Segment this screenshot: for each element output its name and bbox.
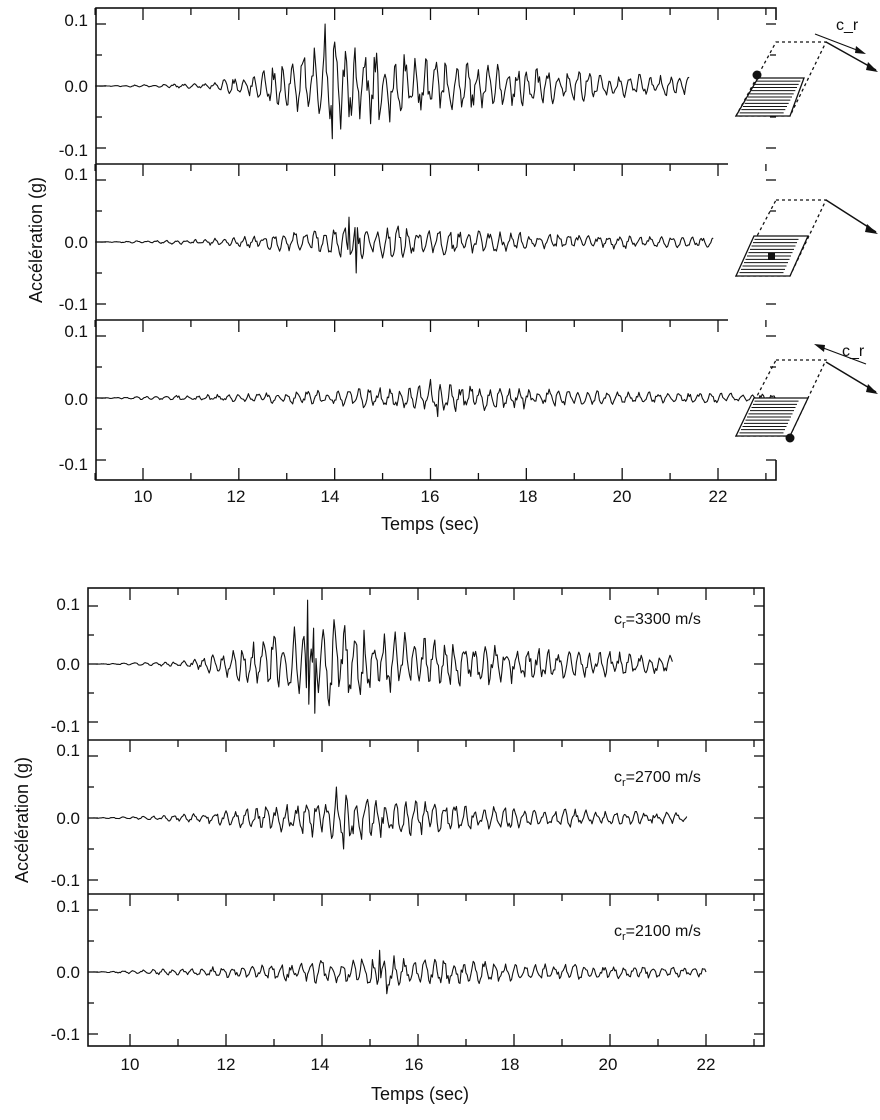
c2-p1-label-sub: r <box>622 619 626 631</box>
inset-3-hatch <box>739 400 799 434</box>
c1-p3-ytick-bot: -0.1 <box>59 455 88 474</box>
trace-series-2 <box>95 216 714 274</box>
trace-series-1 <box>95 23 690 140</box>
c2-p3-label: cr=2100 m/s <box>614 923 701 943</box>
c1-p2-ytick-bot: -0.1 <box>59 295 88 314</box>
chart-2-frame <box>87 587 765 1047</box>
c2-p1-label-rest: =3300 m/s <box>626 611 701 628</box>
c2-p2-label: cr=2700 m/s <box>614 769 701 789</box>
c2-p1-label-c: c <box>614 611 622 628</box>
trace-series-3 <box>95 378 777 418</box>
trace-series-1 <box>91 599 673 714</box>
c2-xtick-18: 18 <box>501 1055 520 1074</box>
chart-1-frame <box>95 7 777 481</box>
c2-p2-ytick-mid: 0.0 <box>56 809 80 828</box>
c2-p2-label-sub: r <box>622 777 626 789</box>
c2-xtick-20: 20 <box>599 1055 618 1074</box>
inset-2-arrowhead <box>865 224 878 234</box>
c1-xtick-22: 22 <box>709 487 728 506</box>
c1-p1-ytick-bot: -0.1 <box>59 141 88 160</box>
c2-ylabel: Accélération (g) <box>12 757 32 883</box>
c2-p2-label-rest: =2700 m/s <box>626 769 701 786</box>
c2-xtick-16: 16 <box>405 1055 424 1074</box>
inset-1-hatch <box>739 80 801 114</box>
c1-p3-ytick-top: 0.1 <box>64 322 88 341</box>
inset-3-arrowhead <box>866 384 878 394</box>
c1-xtick-12: 12 <box>227 487 246 506</box>
c1-inset-3: c_r <box>734 343 878 443</box>
c2-xtick-22: 22 <box>697 1055 716 1074</box>
c1-p1-ytick-top: 0.1 <box>64 11 88 30</box>
inset-1-cr-label: c_r <box>836 17 859 34</box>
chart-1: 0.1 0.0 -0.1 0.1 0.0 -0.1 0.1 0.0 -0.1 1… <box>26 7 878 534</box>
c2-xtick-10: 10 <box>121 1055 140 1074</box>
c2-tick-marks <box>88 588 764 1046</box>
inset-1-cr-arrowhead <box>855 46 866 54</box>
c2-xtick-14: 14 <box>311 1055 330 1074</box>
c1-p2-ytick-mid: 0.0 <box>64 233 88 252</box>
c1-p2-ytick-top: 0.1 <box>64 165 88 184</box>
c2-p1-label: cr=3300 m/s <box>614 611 701 631</box>
c2-xtick-12: 12 <box>217 1055 236 1074</box>
c1-p3-ytick-mid: 0.0 <box>64 390 88 409</box>
trace-series-2 <box>91 786 688 850</box>
c2-p2-ytick-top: 0.1 <box>56 741 80 760</box>
c2-p2-label-c: c <box>614 769 622 786</box>
c2-p3-label-rest: =2100 m/s <box>626 923 701 940</box>
inset-1-cr-arrow <box>814 33 863 53</box>
c2-p3-label-c: c <box>614 923 622 940</box>
c1-traces <box>95 23 777 418</box>
c2-p2-ytick-bot: -0.1 <box>51 871 80 890</box>
inset-3-cr-label: c_r <box>842 343 865 360</box>
inset-3-station <box>785 433 795 443</box>
c1-xtick-18: 18 <box>519 487 538 506</box>
c1-ylabel: Accélération (g) <box>26 177 46 303</box>
c2-p1-ytick-bot: -0.1 <box>51 717 80 736</box>
c1-inset-1: c_r <box>734 17 878 117</box>
inset-1-station <box>752 70 762 80</box>
inset-3-cr-arrow <box>817 345 867 365</box>
inset-2-station <box>768 253 775 260</box>
inset-1-arrowhead <box>866 62 878 72</box>
c2-p3-ytick-bot: -0.1 <box>51 1025 80 1044</box>
c2-traces <box>91 599 707 995</box>
c1-inset-2 <box>734 199 878 277</box>
c1-xtick-14: 14 <box>321 487 340 506</box>
trace-series-3 <box>91 949 707 995</box>
inset-3-cr-arrowhead <box>814 344 825 352</box>
chart-2: 0.1 0.0 -0.1 0.1 0.0 -0.1 0.1 0.0 -0.1 1… <box>12 587 765 1104</box>
c1-xtick-10: 10 <box>134 487 153 506</box>
c1-p1-ytick-mid: 0.0 <box>64 77 88 96</box>
c2-p3-ytick-top: 0.1 <box>56 897 80 916</box>
c1-xtick-16: 16 <box>421 487 440 506</box>
c2-p1-ytick-mid: 0.0 <box>56 655 80 674</box>
c2-p3-ytick-mid: 0.0 <box>56 963 80 982</box>
c1-tick-marks <box>94 8 776 480</box>
c2-p3-label-sub: r <box>622 931 626 943</box>
c1-xlabel: Temps (sec) <box>381 514 479 534</box>
c2-p1-ytick-top: 0.1 <box>56 595 80 614</box>
c1-xtick-20: 20 <box>613 487 632 506</box>
c2-xlabel: Temps (sec) <box>371 1084 469 1104</box>
